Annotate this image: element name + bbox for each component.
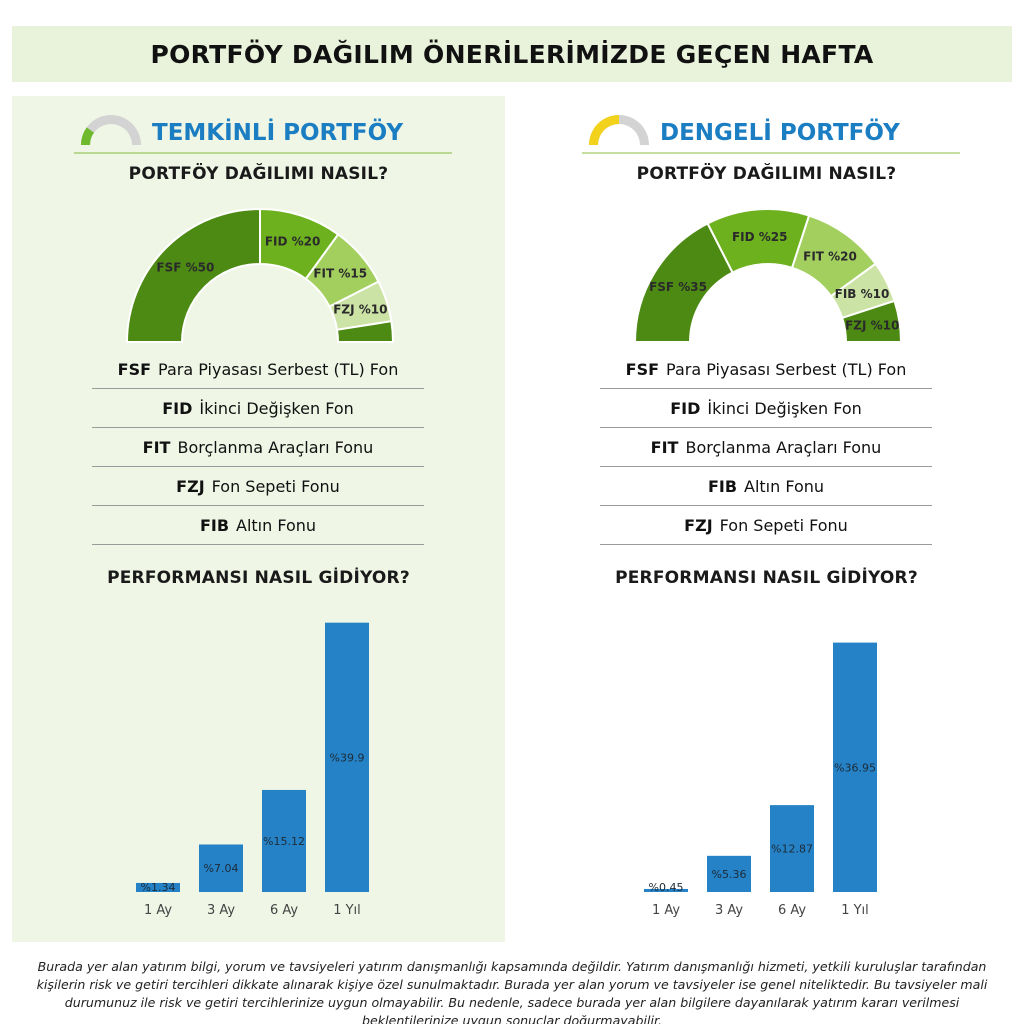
x-tick-label: 6 Ay <box>778 903 806 918</box>
portfolio-header: DENGELİ PORTFÖY <box>582 114 960 154</box>
bar-1 <box>136 882 180 892</box>
bar-4 <box>325 622 369 892</box>
x-tick-label: 1 Yıl <box>333 903 361 918</box>
gauge-icon <box>589 115 649 145</box>
bar-value-label: %7.04 <box>204 862 239 875</box>
legend-row-fid: FID İkinci Değişken Fon <box>92 389 424 428</box>
fund-code: FID <box>162 398 193 418</box>
fund-legend: FSF Para Piyasası Serbest (TL) Fon FID İkin… <box>92 350 424 545</box>
allocation-heading: PORTFÖY DAĞILIMI NASIL? <box>636 164 897 184</box>
bar-value-label: %36.95 <box>834 761 876 774</box>
page-title: PORTFÖY DAĞILIM ÖNERİLERİMİZDE GEÇEN HAF… <box>150 39 874 69</box>
fund-name: Borçlanma Araçları Fonu <box>177 437 374 457</box>
x-tick-label: 3 Ay <box>207 903 235 918</box>
bar-value-label: %1.34 <box>141 881 176 894</box>
bar-value-label: %15.12 <box>263 835 305 848</box>
donut-slice-label: FSF %35 <box>649 280 707 294</box>
bar-3 <box>262 789 306 892</box>
x-tick-label: 1 Ay <box>144 903 172 918</box>
portfolio-column-dengeli: DENGELİ PORTFÖY PORTFÖY DAĞILIMI NASIL? … <box>520 96 1013 942</box>
donut-slice-label: FIT %15 <box>313 266 367 280</box>
allocation-half-donut-chart: FSF %35 FID %25 FIT %20 FIB %10 FZJ %10 <box>633 208 903 343</box>
fund-code: FIT <box>650 437 679 457</box>
fund-code: FIB <box>707 476 738 496</box>
donut-slice-label: FSF %50 <box>156 260 214 274</box>
donut-slice-label: FID %25 <box>732 230 788 244</box>
header-divider <box>582 152 960 154</box>
legend-row-fit: FIT Borçlanma Araçları Fonu <box>600 428 932 467</box>
legend-row-fsf: FSF Para Piyasası Serbest (TL) Fon <box>92 350 424 389</box>
bar-4 <box>833 642 877 892</box>
fund-name: Para Piyasası Serbest (TL) Fon <box>666 359 907 379</box>
donut-slice-fzj <box>840 299 903 343</box>
x-tick-label: 6 Ay <box>270 903 298 918</box>
gauge-track <box>81 115 141 145</box>
disclaimer-text: Burada yer alan yatırım bilgi, yorum ve … <box>36 959 988 1024</box>
performance-bar-chart: %0.45 1 Ay %5.36 3 Ay %12.87 6 Ay %36.95 1 Yıl <box>644 642 877 918</box>
donut-slice-label: FZJ %10 <box>333 302 387 316</box>
legend-row-fsf: FSF Para Piyasası Serbest (TL) Fon <box>600 350 932 389</box>
portfolio-title: DENGELİ PORTFÖY <box>660 120 900 146</box>
fund-name: Borçlanma Araçları Fonu <box>685 437 882 457</box>
donut-slice-fsf <box>125 208 261 343</box>
fund-code: FZJ <box>684 515 713 535</box>
bar-value-label: %5.36 <box>712 868 747 881</box>
gauge-fill <box>81 127 95 145</box>
fund-name: Fon Sepeti Fonu <box>211 476 340 496</box>
bar-2 <box>707 855 751 892</box>
allocation-half-donut-chart: FSF %50 FID %20 FIT %15 FZJ %10 <box>125 208 395 343</box>
fund-name: İkinci Değişken Fon <box>707 398 862 418</box>
donut-slice-label: FZJ %10 <box>845 318 899 332</box>
fund-name: Altın Fonu <box>236 515 317 535</box>
portfolio-title: TEMKİNLİ PORTFÖY <box>152 120 404 146</box>
gauge-icon <box>81 115 141 145</box>
legend-row-fib: FIB Altın Fonu <box>600 467 932 506</box>
x-tick-label: 3 Ay <box>715 903 743 918</box>
fund-code: FSF <box>625 359 660 379</box>
performance-bar-chart: %1.34 1 Ay %7.04 3 Ay %15.12 6 Ay %39.9 1 Yıl <box>136 622 369 918</box>
fund-code: FZJ <box>176 476 205 496</box>
gauge-fill <box>589 115 619 145</box>
donut-slice-label: FID %20 <box>265 235 321 249</box>
fund-code: FSF <box>117 359 152 379</box>
bar-value-label: %39.9 <box>330 751 365 764</box>
fund-name: Altın Fonu <box>744 476 825 496</box>
x-tick-label: 1 Ay <box>652 903 680 918</box>
portfolio-header: TEMKİNLİ PORTFÖY <box>74 114 452 154</box>
fund-name: Fon Sepeti Fonu <box>719 515 848 535</box>
header-divider <box>74 152 452 154</box>
x-tick-label: 1 Yıl <box>841 903 869 918</box>
legend-row-fzj: FZJ Fon Sepeti Fonu <box>600 506 932 545</box>
bar-3 <box>770 805 814 892</box>
allocation-heading: PORTFÖY DAĞILIMI NASIL? <box>128 164 389 184</box>
bar-value-label: %12.87 <box>771 843 813 856</box>
legend-row-fib: FIB Altın Fonu <box>92 506 424 545</box>
donut-slice-fib <box>335 320 395 343</box>
legend-row-fit: FIT Borçlanma Araçları Fonu <box>92 428 424 467</box>
portfolio-column-temkinli: TEMKİNLİ PORTFÖY PORTFÖY DAĞILIMI NASIL?… <box>12 96 505 942</box>
bar-2 <box>199 844 243 892</box>
fund-legend: FSF Para Piyasası Serbest (TL) Fon FID İkin… <box>600 350 932 545</box>
legend-row-fzj: FZJ Fon Sepeti Fonu <box>92 467 424 506</box>
fund-name: Para Piyasası Serbest (TL) Fon <box>158 359 399 379</box>
legend-row-fid: FID İkinci Değişken Fon <box>600 389 932 428</box>
title-banner: PORTFÖY DAĞILIM ÖNERİLERİMİZDE GEÇEN HAF… <box>12 26 1012 82</box>
fund-code: FIB <box>199 515 230 535</box>
bar-1 <box>644 888 688 892</box>
fund-name: İkinci Değişken Fon <box>199 398 354 418</box>
donut-slice-label: FIT %20 <box>803 250 857 264</box>
fund-code: FIT <box>142 437 171 457</box>
performance-heading: PERFORMANSI NASIL GİDİYOR? <box>107 568 410 588</box>
performance-heading: PERFORMANSI NASIL GİDİYOR? <box>615 568 918 588</box>
fund-code: FID <box>670 398 701 418</box>
bar-value-label: %0.45 <box>649 881 684 894</box>
donut-slice-label: FIB %10 <box>835 287 890 301</box>
